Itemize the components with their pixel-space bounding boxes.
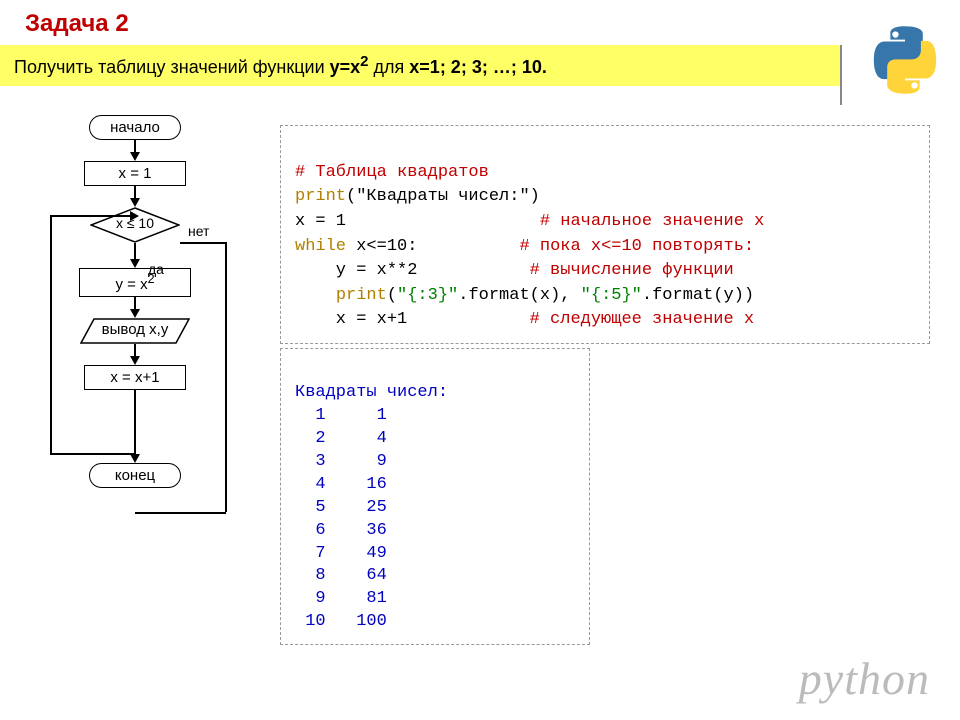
output-header: Квадраты чисел: (295, 383, 448, 402)
code-l7: x = x+1 (295, 310, 407, 329)
code-l4-c: # пока x<=10 повторять: (519, 237, 754, 256)
code-l4: x<=10: (346, 237, 417, 256)
subtitle-text-1: Получить таблицу значений функции (14, 57, 330, 77)
task-subtitle: Получить таблицу значений функции y=x2 д… (0, 45, 840, 86)
output-row: 9 81 (295, 589, 387, 608)
code-l2-kw: print (295, 187, 346, 206)
output-box: Квадраты чисел: 1 1 2 4 3 9 4 16 5 25 6 … (280, 348, 590, 645)
code-l4-kw: while (295, 237, 346, 256)
code-l6-ind (295, 286, 336, 305)
flowchart: начало x = 1 x ≤ 10 да нет y = x2 вывод … (30, 115, 240, 488)
subtitle-bold-2: x=1; 2; 3; …; 10. (409, 57, 547, 77)
code-l5-c: # вычисление функции (530, 261, 734, 280)
flow-output-label: вывод x,y (80, 321, 190, 338)
subtitle-sup: 2 (360, 53, 368, 70)
code-l5: y = x**2 (295, 261, 417, 280)
python-logo-icon (870, 25, 940, 100)
code-l6-a: ( (387, 286, 397, 305)
code-l2-rest: ("Квадраты чисел:") (346, 187, 540, 206)
subtitle-text-2: для (369, 57, 410, 77)
code-l3: x = 1 (295, 212, 346, 231)
output-row: 10 100 (295, 612, 387, 631)
code-l6-s2: "{:5}" (581, 286, 642, 305)
pad5 (417, 261, 529, 280)
code-l6-s1: "{:3}" (397, 286, 458, 305)
output-row: 1 1 (295, 406, 387, 425)
flow-end: конец (89, 463, 181, 488)
code-l6-m: .format(x), (458, 286, 580, 305)
output-row: 7 49 (295, 544, 387, 563)
subtitle-bold-1: y=x (330, 57, 361, 77)
output-row: 5 25 (295, 498, 387, 517)
code-l6-e: .format(y)) (642, 286, 754, 305)
code-l6-kw: print (336, 286, 387, 305)
code-l7-c: # следующее значение x (530, 310, 754, 329)
output-row: 3 9 (295, 452, 387, 471)
flow-yes-label: да (148, 261, 164, 277)
flow-calc-text: y = x (115, 276, 147, 293)
task-title: Задача 2 (25, 10, 129, 38)
flow-no-label: нет (188, 223, 209, 239)
flow-output: вывод x,y (80, 318, 190, 344)
flow-start: начало (89, 115, 181, 140)
flow-calc: y = x2 (79, 268, 191, 297)
code-l3-c: # начальное значение x (540, 212, 764, 231)
flow-init: x = 1 (84, 161, 186, 186)
output-row: 8 64 (295, 566, 387, 585)
flow-incr: x = x+1 (84, 365, 186, 390)
code-box: # Таблица квадратов print("Квадраты чисе… (280, 125, 930, 344)
python-watermark: python (799, 652, 930, 705)
pad3 (346, 212, 540, 231)
code-l1: # Таблица квадратов (295, 163, 489, 182)
output-row: 2 4 (295, 429, 387, 448)
pad7 (407, 310, 529, 329)
pad4 (417, 237, 519, 256)
output-row: 4 16 (295, 475, 387, 494)
divider (840, 45, 842, 105)
output-row: 6 36 (295, 521, 387, 540)
